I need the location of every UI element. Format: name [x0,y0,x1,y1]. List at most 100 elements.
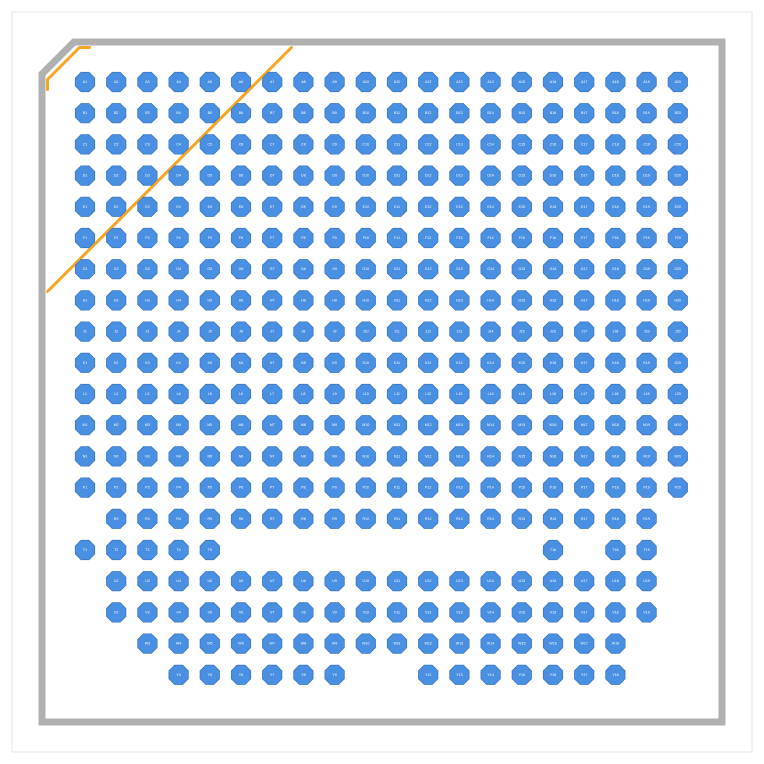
ball-C14 [481,135,500,154]
ball-M2 [107,416,126,435]
ball-T5 [200,540,219,559]
ball-M19 [637,416,656,435]
ball-N5 [200,447,219,466]
ball-H5 [200,291,219,310]
ball-G18 [606,260,625,279]
ball-J10 [356,322,375,341]
ball-F13 [450,228,469,247]
ball-W9 [325,634,344,653]
ball-F4 [169,228,188,247]
ball-U4 [169,572,188,591]
ball-N10 [356,447,375,466]
ball-J11 [387,322,406,341]
ball-L16 [543,384,562,403]
ball-Y6 [231,665,250,684]
ball-F20 [668,228,687,247]
ball-M17 [575,416,594,435]
ball-L3 [138,384,157,403]
ball-H16 [543,291,562,310]
ball-Y13 [450,665,469,684]
ball-T2 [107,540,126,559]
ball-K9 [325,353,344,372]
ball-B11 [387,104,406,123]
ball-W18 [606,634,625,653]
ball-Y15 [512,665,531,684]
ball-C18 [606,135,625,154]
ball-L18 [606,384,625,403]
ball-E8 [294,197,313,216]
ball-N1 [75,447,94,466]
ball-D13 [450,166,469,185]
ball-H3 [138,291,157,310]
ball-L9 [325,384,344,403]
ball-N14 [481,447,500,466]
ball-G15 [512,260,531,279]
ball-H2 [107,291,126,310]
ball-M10 [356,416,375,435]
ball-G13 [450,260,469,279]
ball-R4 [169,509,188,528]
ball-L19 [637,384,656,403]
ball-T19 [637,540,656,559]
ball-R11 [387,509,406,528]
ball-M8 [294,416,313,435]
ball-J5 [200,322,219,341]
ball-G1 [75,260,94,279]
ball-P7 [263,478,282,497]
ball-J7 [263,322,282,341]
ball-A20 [668,72,687,91]
ball-V4 [169,603,188,622]
ball-K13 [450,353,469,372]
ball-P17 [575,478,594,497]
ball-H7 [263,291,282,310]
ball-A11 [387,72,406,91]
ball-W5 [200,634,219,653]
ball-E19 [637,197,656,216]
ball-B4 [169,104,188,123]
ball-K7 [263,353,282,372]
ball-M5 [200,416,219,435]
ball-G19 [637,260,656,279]
ball-H8 [294,291,313,310]
ball-H20 [668,291,687,310]
ball-B13 [450,104,469,123]
ball-V9 [325,603,344,622]
ball-R3 [138,509,157,528]
ball-J6 [231,322,250,341]
ball-B12 [419,104,438,123]
ball-J20 [668,322,687,341]
ball-C15 [512,135,531,154]
ball-D5 [200,166,219,185]
ball-J8 [294,322,313,341]
ball-K16 [543,353,562,372]
ball-V15 [512,603,531,622]
ball-J13 [450,322,469,341]
ball-B1 [75,104,94,123]
ball-J16 [543,322,562,341]
ball-L4 [169,384,188,403]
ball-M7 [263,416,282,435]
ball-F15 [512,228,531,247]
ball-B9 [325,104,344,123]
ball-B5 [200,104,219,123]
ball-Y7 [263,665,282,684]
ball-K14 [481,353,500,372]
ball-M16 [543,416,562,435]
ball-U13 [450,572,469,591]
ball-V13 [450,603,469,622]
ball-R15 [512,509,531,528]
ball-J18 [606,322,625,341]
ball-P12 [419,478,438,497]
ball-L20 [668,384,687,403]
ball-E18 [606,197,625,216]
ball-D8 [294,166,313,185]
ball-E17 [575,197,594,216]
ball-L14 [481,384,500,403]
ball-V14 [481,603,500,622]
ball-J1 [75,322,94,341]
ball-M18 [606,416,625,435]
ball-F1 [75,228,94,247]
ball-W7 [263,634,282,653]
ball-N11 [387,447,406,466]
ball-K2 [107,353,126,372]
